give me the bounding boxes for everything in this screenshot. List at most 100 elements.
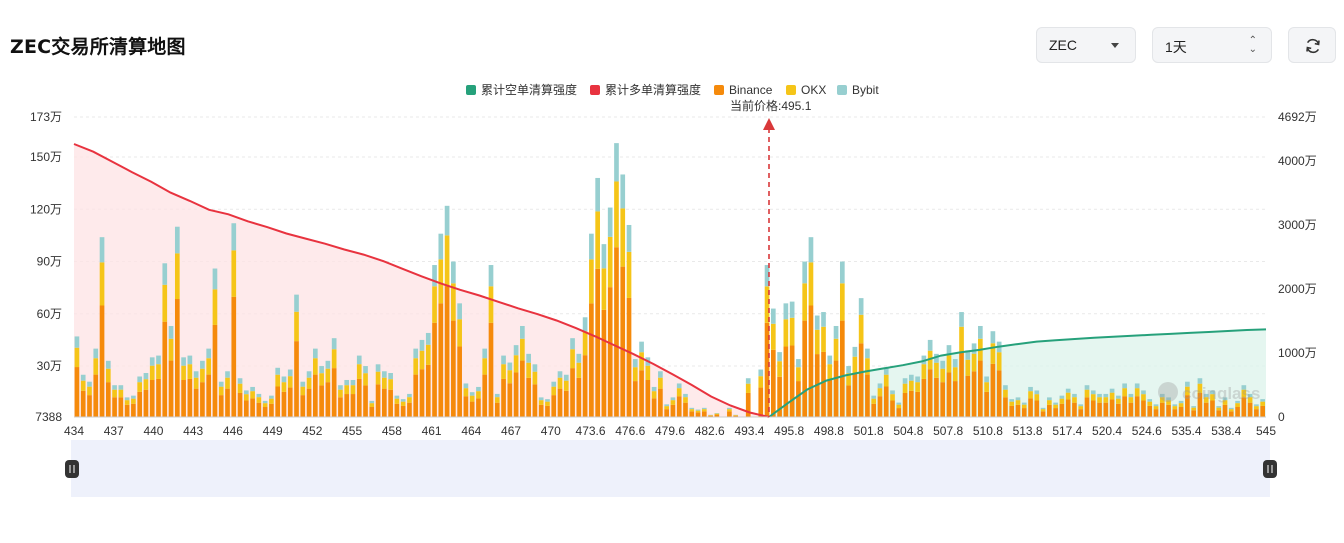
bar-bybit — [281, 376, 287, 383]
bar-bybit — [714, 413, 720, 414]
bar-okx — [149, 365, 155, 381]
bar-binance — [1072, 402, 1077, 417]
bar-bybit — [1072, 393, 1077, 398]
bar-binance — [695, 412, 701, 417]
bar-binance — [187, 378, 193, 417]
bar-okx — [375, 371, 381, 385]
bar-okx — [438, 259, 444, 304]
bar-okx — [1241, 389, 1247, 398]
bar-binance — [883, 386, 889, 417]
bar-bybit — [576, 353, 582, 363]
slider-handle-right[interactable] — [1263, 460, 1277, 478]
bar-okx — [325, 368, 331, 383]
bar-bybit — [1210, 390, 1215, 395]
bar-bybit — [287, 369, 293, 377]
bar-binance — [683, 402, 688, 417]
bar-okx — [570, 349, 575, 369]
bar-okx — [877, 388, 883, 397]
x-tick-label: 513.8 — [1013, 424, 1043, 438]
y-left-tick-label: 150万 — [30, 150, 62, 164]
bar-bybit — [419, 339, 425, 351]
bar-binance — [978, 360, 983, 417]
bar-okx — [1141, 394, 1146, 401]
y-right-tick-label: 4692万 — [1278, 110, 1317, 124]
bar-binance — [833, 360, 839, 417]
bar-binance — [1128, 402, 1134, 417]
bar-bybit — [1003, 385, 1008, 390]
bar-bybit — [909, 374, 914, 381]
slider-handle-left[interactable] — [65, 460, 79, 478]
bar-okx — [124, 400, 130, 405]
bar-bybit — [770, 308, 776, 324]
bar-binance — [451, 320, 456, 417]
bar-bybit — [589, 233, 594, 260]
coin-select[interactable]: ZEC — [1036, 27, 1136, 63]
bar-binance — [507, 383, 513, 417]
bar-bybit — [852, 346, 858, 357]
bar-bybit — [927, 339, 933, 351]
bar-bybit — [626, 224, 632, 252]
bar-bybit — [614, 143, 619, 182]
bar-bybit — [814, 315, 820, 330]
bar-okx — [971, 353, 977, 372]
bar-okx — [745, 383, 751, 393]
bar-binance — [488, 322, 494, 417]
bar-okx — [808, 262, 814, 306]
bar-okx — [871, 398, 877, 404]
bar-binance — [319, 385, 324, 417]
x-tick-label: 458 — [382, 424, 402, 438]
bar-okx — [112, 389, 117, 398]
bar-binance — [990, 363, 996, 417]
long-cumulative-line — [73, 143, 770, 418]
bar-binance — [482, 374, 488, 417]
bar-bybit — [156, 355, 161, 365]
bar-binance — [350, 394, 356, 417]
bar-binance — [727, 411, 732, 417]
coinglass-watermark: coinglass — [1158, 382, 1260, 403]
bar-okx — [595, 211, 600, 269]
bar-bybit — [1197, 378, 1203, 384]
bar-okx — [269, 398, 274, 404]
bar-binance — [1166, 404, 1171, 417]
bar-bybit — [1009, 399, 1015, 402]
bar-bybit — [451, 261, 456, 284]
bar-okx — [915, 382, 920, 392]
bar-binance — [1153, 409, 1159, 417]
bar-bybit — [250, 386, 255, 392]
bar-bybit — [965, 350, 971, 360]
bar-bybit — [275, 367, 281, 375]
bar-bybit — [827, 355, 833, 365]
bar-binance — [971, 371, 977, 417]
bar-bybit — [808, 237, 814, 263]
bar-bybit — [1059, 395, 1065, 399]
bar-bybit — [1178, 400, 1184, 404]
bar-okx — [614, 181, 619, 248]
bar-binance — [651, 398, 657, 417]
bar-bybit — [469, 392, 475, 396]
bar-okx — [658, 377, 663, 389]
bar-bybit — [131, 395, 136, 399]
bar-okx — [137, 382, 143, 392]
x-tick-label: 501.8 — [854, 424, 884, 438]
bar-okx — [156, 364, 161, 379]
bar-binance — [783, 346, 789, 417]
x-tick-label: 498.8 — [814, 424, 844, 438]
bar-okx — [1153, 406, 1159, 410]
bar-binance — [444, 286, 450, 417]
bar-binance — [701, 411, 707, 417]
bar-bybit — [1097, 393, 1102, 398]
bar-bybit — [432, 265, 437, 287]
bar-binance — [601, 309, 607, 417]
range-slider[interactable] — [65, 440, 1277, 497]
bar-okx — [476, 391, 481, 399]
time-range-select[interactable]: 1天 ⌃ ⌄ — [1152, 27, 1272, 63]
slider-track[interactable] — [71, 440, 1270, 497]
bar-binance — [156, 378, 161, 417]
refresh-button[interactable] — [1288, 27, 1336, 63]
x-tick-label: 482.6 — [695, 424, 725, 438]
bar-okx — [676, 388, 682, 397]
x-tick-label: 510.8 — [973, 424, 1003, 438]
bar-okx — [733, 415, 739, 416]
bar-binance — [1028, 398, 1033, 417]
bar-okx — [1072, 397, 1077, 403]
